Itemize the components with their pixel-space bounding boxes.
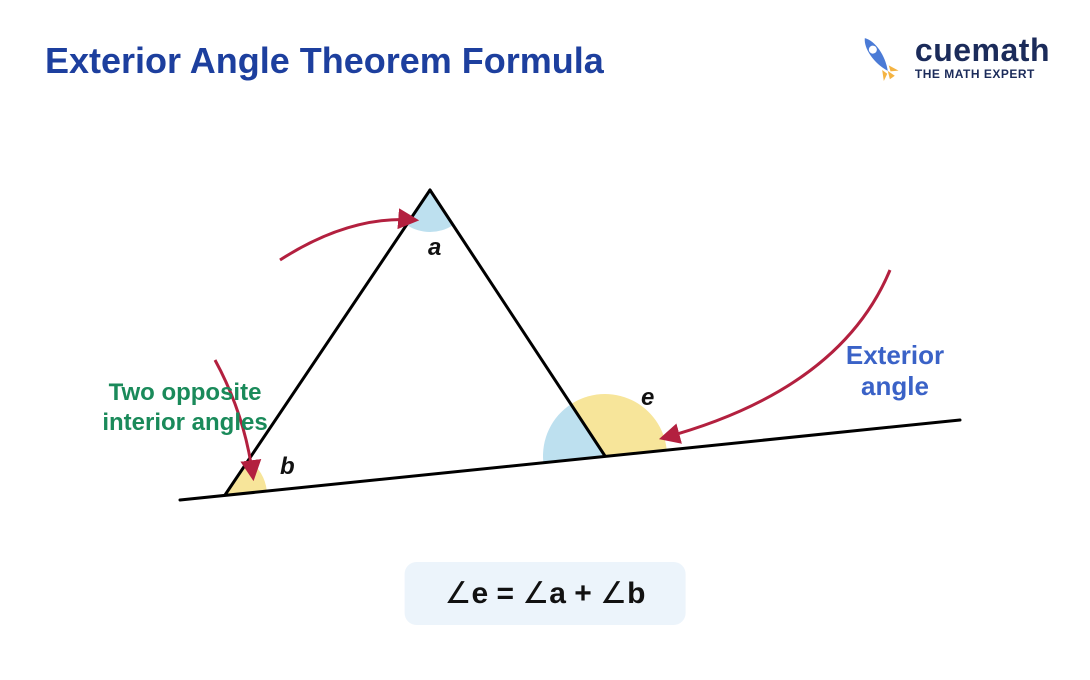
brand-logo: cuemath THE MATH EXPERT [851,30,1050,84]
formula-box: ∠e = ∠a + ∠b [405,562,686,625]
diagram: Two opposite interior angles Exterior an… [0,160,1090,540]
brand-tagline: THE MATH EXPERT [915,68,1050,81]
angle-b-label: b [280,453,295,481]
rocket-icon [851,30,905,84]
exterior-angle-label: Exterior angle [815,340,975,402]
brand-name: cuemath [915,34,1050,68]
angle-e-label: e [641,384,654,412]
angle-a-label: a [428,234,441,262]
interior-angles-label: Two opposite interior angles [100,378,270,438]
page-title: Exterior Angle Theorem Formula [45,40,604,82]
